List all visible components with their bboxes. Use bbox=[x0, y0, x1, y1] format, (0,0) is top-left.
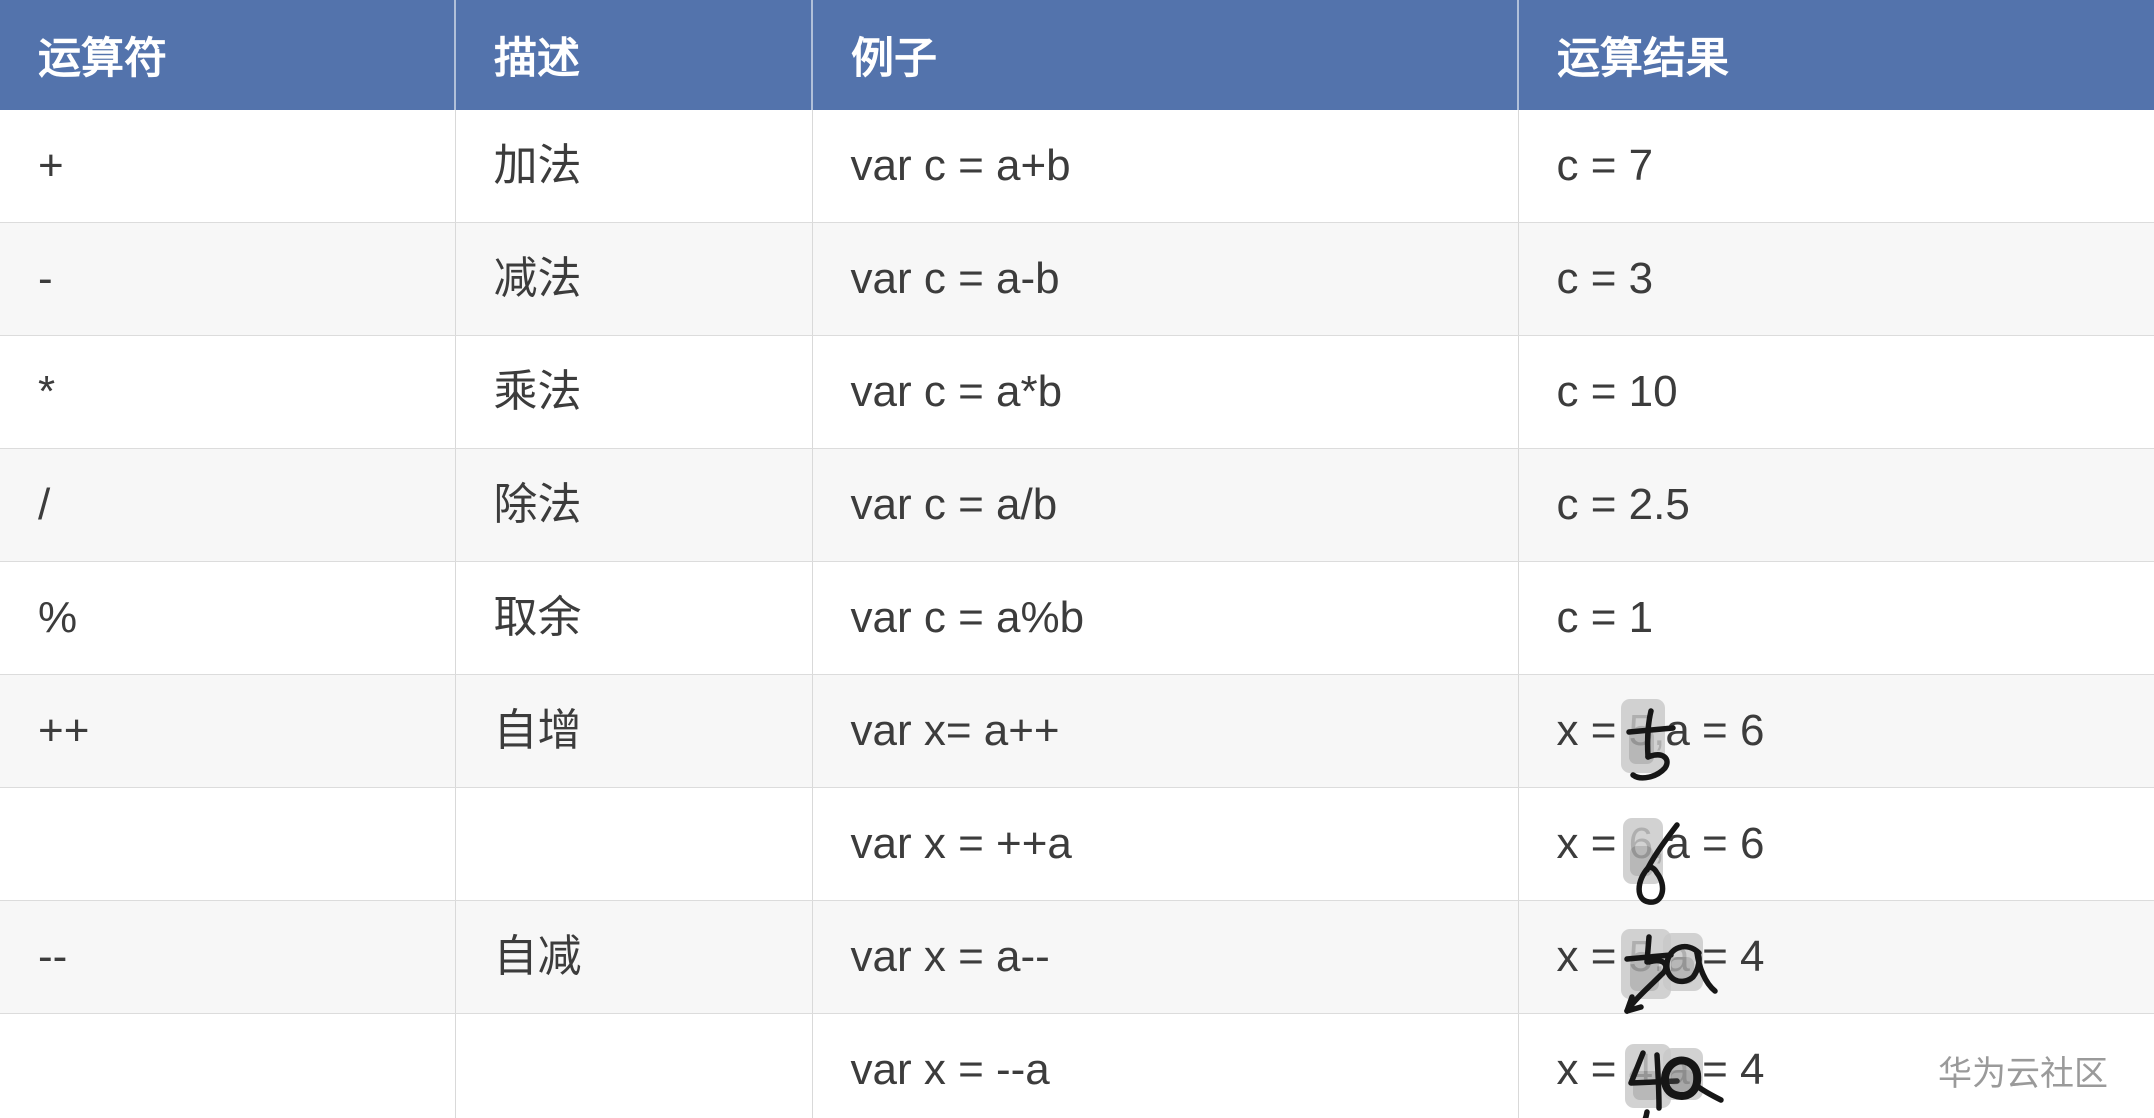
handwritten-5-with-arrow-annotation bbox=[1623, 934, 1674, 1014]
cell-example: var c = a*b bbox=[811, 335, 1518, 449]
result-text: x = bbox=[1556, 819, 1629, 868]
cell-description bbox=[454, 1013, 812, 1118]
cell-result-annotated: x = 5,a = 6 bbox=[1517, 674, 2154, 788]
erased-value-scribble: 6 bbox=[1622, 818, 1680, 905]
cell-example: var c = a/b bbox=[811, 448, 1518, 562]
cell-result: c = 7 bbox=[1517, 110, 2154, 223]
cell-example: var c = a-b bbox=[811, 222, 1518, 336]
erased-value-scribble: 5 bbox=[1620, 699, 1676, 781]
cell-result: c = 1 bbox=[1517, 561, 2154, 675]
header-row: 运算符 描述 例子 运算结果 bbox=[0, 0, 2154, 110]
cell-example: var x= a++ bbox=[811, 674, 1518, 788]
cell-operator: % bbox=[0, 561, 455, 675]
table-row-increment-prefix: var x = ++a x = 6,a = 6 bbox=[0, 787, 2154, 905]
handwritten-4-annotation bbox=[1627, 1050, 1680, 1118]
table-row-multiply: * 乘法 var c = a*b c = 10 bbox=[0, 335, 2154, 449]
cell-example: var x = a-- bbox=[811, 900, 1518, 1014]
column-header-result: 运算结果 bbox=[1517, 0, 2154, 110]
cell-operator bbox=[0, 1013, 455, 1118]
table-row-modulo: % 取余 var c = a%b c = 1 bbox=[0, 561, 2154, 675]
erased-value-scribble: 4, bbox=[1624, 1044, 1680, 1118]
column-header-description: 描述 bbox=[454, 0, 812, 110]
cell-result-annotated: x = 6,a = 6 bbox=[1517, 787, 2154, 905]
cell-description: 取余 bbox=[454, 561, 812, 675]
table-row-plus: + 加法 var c = a+b c = 7 bbox=[0, 110, 2154, 223]
cell-example: var c = a%b bbox=[811, 561, 1518, 675]
cell-description: 自增 bbox=[454, 674, 812, 788]
result-text: x = bbox=[1556, 706, 1629, 755]
cell-operator: - bbox=[0, 222, 455, 336]
erased-value-scribble: a bbox=[1663, 933, 1719, 994]
cell-result-annotated: x = 5,a = 4 bbox=[1517, 900, 2154, 1014]
cell-operator: / bbox=[0, 448, 455, 562]
column-header-operator: 运算符 bbox=[0, 0, 455, 110]
handwritten-5-annotation bbox=[1625, 708, 1676, 781]
handwritten-6-annotation bbox=[1636, 822, 1680, 905]
result-text: x = bbox=[1556, 932, 1629, 981]
cell-operator: * bbox=[0, 335, 455, 449]
scribbled-a-annotation bbox=[1661, 1056, 1725, 1103]
erased-value-scribble: 5, bbox=[1620, 929, 1674, 1014]
result-text: x = bbox=[1556, 1045, 1629, 1094]
cell-operator bbox=[0, 787, 455, 901]
table-row-divide: / 除法 var c = a/b c = 2.5 bbox=[0, 448, 2154, 562]
handwritten-alpha-annotation bbox=[1664, 943, 1719, 994]
cell-example: var x = ++a bbox=[811, 787, 1518, 901]
cell-result: c = 2.5 bbox=[1517, 448, 2154, 562]
table-row-decrement-postfix: -- 自减 var x = a-- x = 5,a = 4 bbox=[0, 900, 2154, 1014]
result-text: = 4 bbox=[1689, 1045, 1765, 1094]
column-header-example: 例子 bbox=[811, 0, 1518, 110]
cell-description: 减法 bbox=[454, 222, 812, 336]
cell-example: var x = --a bbox=[811, 1013, 1518, 1118]
cell-result: c = 10 bbox=[1517, 335, 2154, 449]
table-row-decrement-prefix: var x = --a x = 4,a = 4 bbox=[0, 1013, 2154, 1118]
table-body: + 加法 var c = a+b c = 7 - 减法 var c = a-b … bbox=[0, 110, 2154, 1118]
cell-example: var c = a+b bbox=[811, 110, 1518, 223]
cell-description bbox=[454, 787, 812, 901]
table-row-increment-postfix: ++ 自增 var x= a++ x = 5,a = 6 bbox=[0, 674, 2154, 788]
cell-operator: + bbox=[0, 110, 455, 223]
cell-description: 自减 bbox=[454, 900, 812, 1014]
cell-result: c = 3 bbox=[1517, 222, 2154, 336]
cell-operator: -- bbox=[0, 900, 455, 1014]
cell-description: 除法 bbox=[454, 448, 812, 562]
table-header: 运算符 描述 例子 运算结果 bbox=[0, 0, 2154, 110]
cell-result-annotated: x = 4,a = 4 bbox=[1517, 1013, 2154, 1118]
erased-value-scribble: a bbox=[1661, 1048, 1725, 1103]
watermark: 华为云社区 bbox=[1938, 1055, 2108, 1093]
table-row-minus: - 减法 var c = a-b c = 3 bbox=[0, 222, 2154, 336]
cell-operator: ++ bbox=[0, 674, 455, 788]
cell-description: 加法 bbox=[454, 110, 812, 223]
cell-description: 乘法 bbox=[454, 335, 812, 449]
result-text: = 4 bbox=[1689, 932, 1765, 981]
